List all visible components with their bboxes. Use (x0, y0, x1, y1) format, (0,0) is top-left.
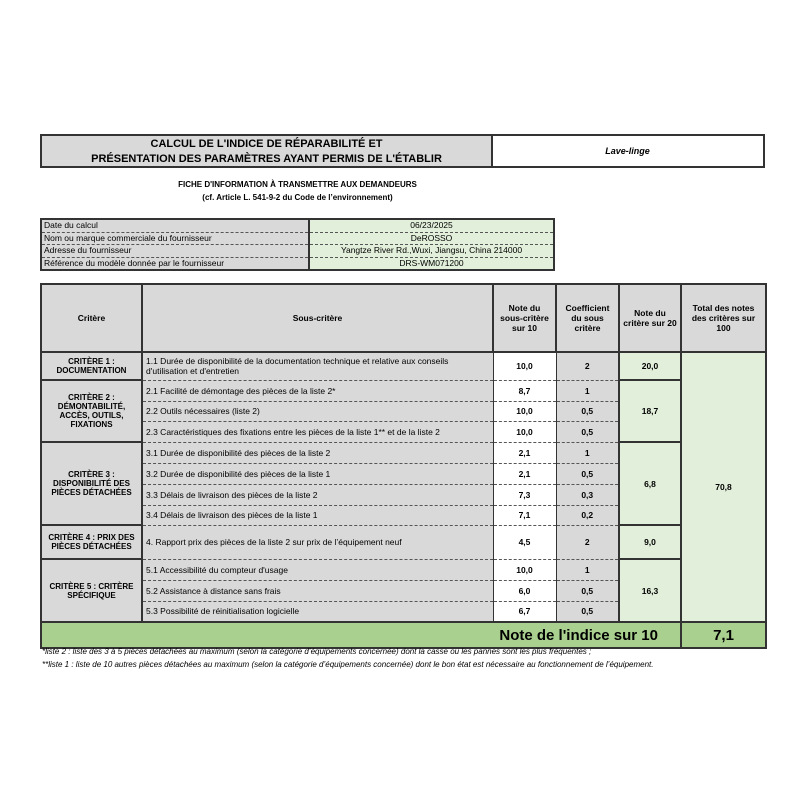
sub-criterion-label: 2.1 Facilité de démontage des pièces de … (141, 379, 494, 402)
criteria-table: Critère Sous-critère Note du sous-critère … (40, 283, 767, 649)
sub-criterion-coefficient: 0,5 (555, 400, 620, 422)
title-line-1: CALCUL DE L'INDICE DE RÉPARABILITÉ ET (150, 138, 383, 150)
sub-criterion-label: 3.4 Délais de livraison des pièces de la… (141, 504, 494, 526)
sub-criterion-coefficient: 0,5 (555, 579, 620, 602)
supplier-info-table: Date du calcul 06/23/2025 Nom ou marque co… (40, 218, 555, 271)
index-value: 7,1 (680, 621, 767, 649)
sub-criterion-label: 5.3 Possibilité de réinitialisation logi… (141, 600, 494, 623)
footnote-liste-2: *liste 2 : liste des 3 à 5 pièces détach… (42, 647, 592, 656)
info-value: Yangtze River Rd.,Wuxi, Jiangsu, China 2… (309, 244, 554, 258)
product-category: Lave-linge (492, 134, 765, 168)
criterion-score-20: 6,8 (618, 441, 682, 526)
info-value: DeROSSO (309, 232, 554, 245)
sub-criterion-label: 5.1 Accessibilité du compteur d'usage (141, 558, 494, 581)
criteria-row: 5.2 Assistance à distance sans frais 6,0 0… (41, 579, 766, 602)
footnote-liste-1: **liste 1 : liste de 10 autres pièces dé… (42, 660, 654, 669)
column-header: Note du sous-critère sur 10 (492, 283, 557, 353)
criteria-row: CRITÈRE 2 : DÉMONTABILITÉ, ACCÈS, OUTILS… (40, 379, 766, 443)
column-header: Note du critère sur 20 (618, 283, 682, 353)
column-header: Total des notes des critères sur 100 (680, 283, 767, 353)
sub-criterion-note: 7,1 (492, 504, 557, 526)
column-header: Critère (40, 283, 143, 353)
info-row: Date du calcul 06/23/2025 (41, 219, 554, 233)
sub-criterion-note: 2,1 (492, 462, 557, 485)
document-title: CALCUL DE L'INDICE DE RÉPARABILITÉ ET PR… (40, 134, 493, 168)
criteria-row: 3.4 Délais de livraison des pièces de la… (41, 504, 766, 526)
sub-criterion-label: 3.2 Durée de disponibilité des pièces de… (141, 462, 494, 485)
sub-criterion-label: 4. Rapport prix des pièces de la liste 2… (141, 524, 494, 560)
sub-criterion-coefficient: 0,2 (555, 504, 620, 526)
sub-criterion-label: 5.2 Assistance à distance sans frais (141, 579, 494, 602)
criterion-name: CRITÈRE 1 : DOCUMENTATION (40, 351, 143, 381)
sub-criterion-coefficient: 1 (555, 558, 620, 581)
index-row: Note de l'indice sur 10 7,1 (40, 621, 767, 649)
info-label: Nom ou marque commerciale du fournisseur (41, 232, 310, 245)
criteria-row: CRITÈRE 4 : PRIX DES PIÈCES DÉTACHÉES 4. … (40, 524, 766, 560)
info-row: Nom ou marque commerciale du fournisseur… (41, 232, 554, 245)
sub-criterion-coefficient: 0,3 (555, 483, 620, 506)
info-row: Référence du modèle donnée par le fourni… (41, 257, 554, 271)
info-value: 06/23/2025 (309, 219, 554, 233)
criteria-row: 3.2 Durée de disponibilité des pièces de… (41, 462, 766, 485)
criterion-score-20: 20,0 (618, 351, 682, 381)
sub-criterion-note: 10,0 (492, 558, 557, 581)
criterion-score-20: 18,7 (618, 379, 682, 443)
index-label: Note de l'indice sur 10 (40, 621, 682, 649)
criteria-row: CRITÈRE 5 : CRITÈRE SPÉCIFIQUE 5.1 Access… (40, 558, 766, 623)
sub-criterion-note: 7,3 (492, 483, 557, 506)
sub-criterion-label: 3.3 Délais de livraison des pièces de la… (141, 483, 494, 506)
subtitle-line-2: (cf. Article L. 541-9-2 du Code de l’env… (202, 193, 393, 202)
info-row: Adresse du fournisseur Yangtze River Rd.,… (41, 244, 554, 258)
sub-criterion-note: 10,0 (492, 420, 557, 443)
sub-criterion-note: 10,0 (492, 351, 557, 381)
info-value: DRS-WM071200 (309, 257, 554, 271)
sub-criterion-note: 2,1 (492, 441, 557, 464)
info-label: Référence du modèle donnée par le fourni… (41, 257, 310, 271)
sub-criterion-note: 6,0 (492, 579, 557, 602)
sub-criterion-coefficient: 1 (555, 379, 620, 402)
criterion-score-20: 9,0 (618, 524, 682, 560)
criteria-row: 3.3 Délais de livraison des pièces de la… (41, 483, 766, 506)
sub-criterion-coefficient: 1 (555, 441, 620, 464)
sub-criterion-coefficient: 0,5 (555, 420, 620, 443)
criteria-row: CRITÈRE 3 : DISPONIBILITÉ DES PIÈCES DÉT… (40, 441, 766, 526)
sub-criterion-note: 10,0 (492, 400, 557, 422)
sub-criterion-label: 1.1 Durée de disponibilité de la documen… (141, 351, 494, 381)
title-line-2: PRÉSENTATION DES PARAMÈTRES AYANT PERMIS… (91, 153, 442, 165)
sub-criterion-label: 3.1 Durée de disponibilité des pièces de… (141, 441, 494, 464)
column-header: Sous-critère (141, 283, 494, 353)
column-header: Coefficient du sous critère (555, 283, 620, 353)
sub-criterion-note: 4,5 (492, 524, 557, 560)
info-label: Date du calcul (41, 219, 310, 233)
criterion-name: CRITÈRE 3 : DISPONIBILITÉ DES PIÈCES DÉT… (40, 441, 143, 526)
criterion-name: CRITÈRE 5 : CRITÈRE SPÉCIFIQUE (40, 558, 143, 623)
sub-criterion-coefficient: 0,5 (555, 600, 620, 623)
criteria-row: 5.3 Possibilité de réinitialisation logi… (41, 600, 766, 623)
sub-criterion-coefficient: 2 (555, 351, 620, 381)
subtitle-line-1: FICHE D'INFORMATION À TRANSMETTRE AUX DE… (178, 180, 417, 189)
sub-criterion-label: 2.3 Caractéristiques des fixations entre… (141, 420, 494, 443)
criterion-score-20: 16,3 (618, 558, 682, 623)
sub-criterion-coefficient: 0,5 (555, 462, 620, 485)
info-label: Adresse du fournisseur (41, 244, 310, 258)
sub-criterion-coefficient: 2 (555, 524, 620, 560)
sub-criterion-note: 6,7 (492, 600, 557, 623)
total-score-100: 70,8 (680, 351, 767, 623)
sub-criterion-label: 2.2 Outils nécessaires (liste 2) (141, 400, 494, 422)
criterion-name: CRITÈRE 4 : PRIX DES PIÈCES DÉTACHÉES (40, 524, 143, 560)
sub-criterion-note: 8,7 (492, 379, 557, 402)
criteria-row: CRITÈRE 1 : DOCUMENTATION 1.1 Durée de di… (40, 351, 767, 623)
criterion-name: CRITÈRE 2 : DÉMONTABILITÉ, ACCÈS, OUTILS… (40, 379, 143, 443)
